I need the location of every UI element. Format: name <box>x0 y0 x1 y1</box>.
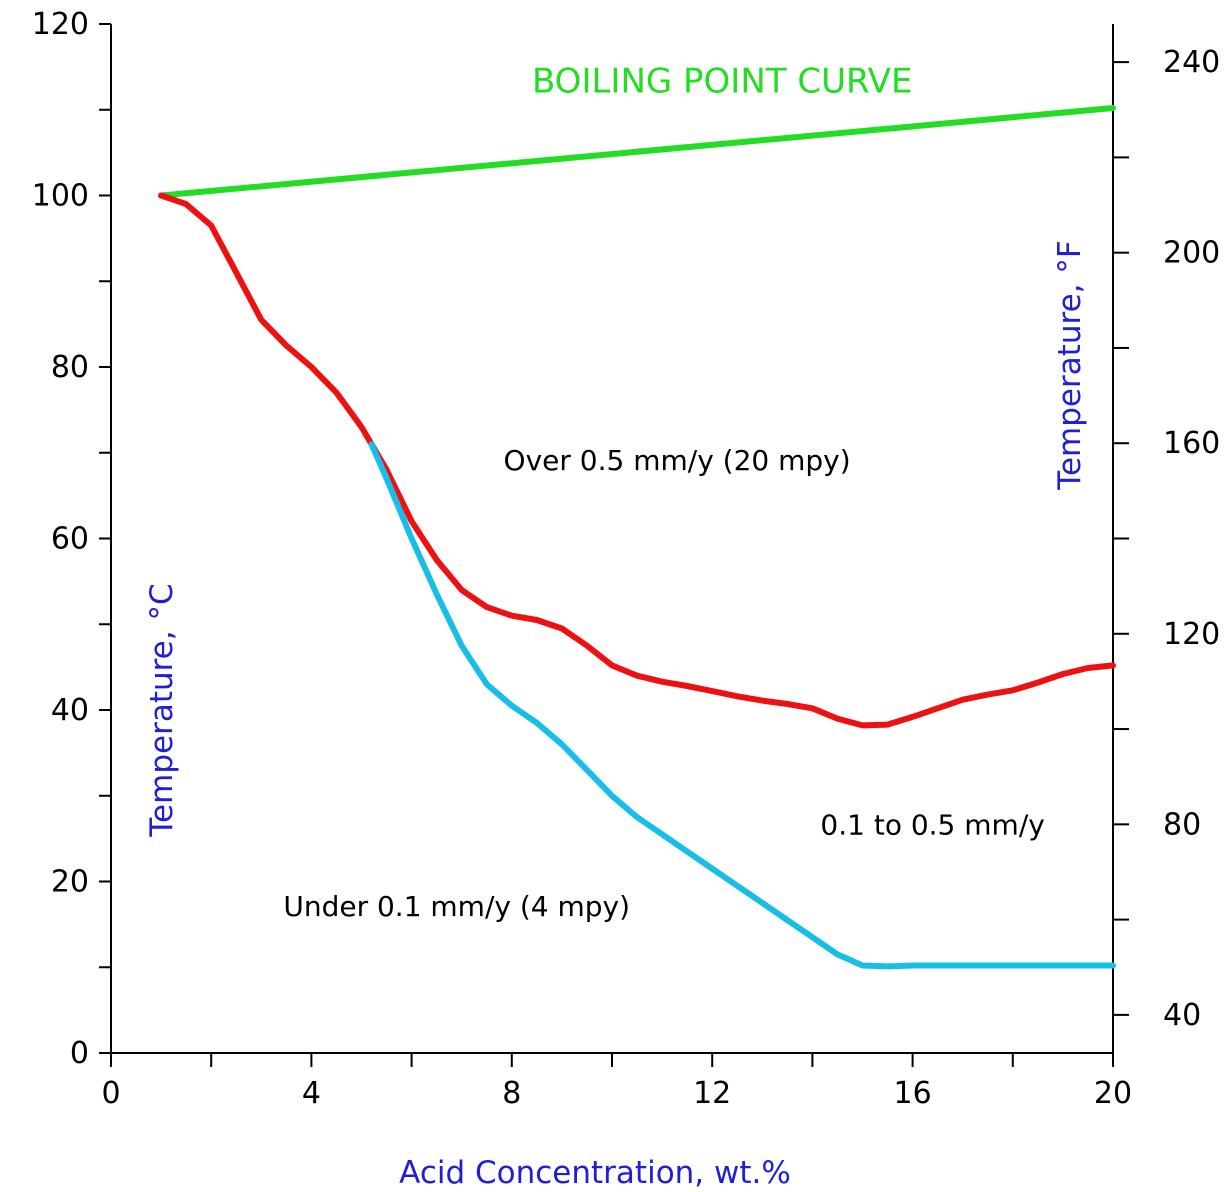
y-axis-title: Temperature, °C <box>144 583 180 837</box>
series-group <box>158 105 1116 970</box>
x-tick-label: 8 <box>502 1076 521 1111</box>
y2-axis-title: Temperature, °F <box>1052 240 1088 490</box>
region-label: Over 0.5 mm/y (20 mpy) <box>504 444 851 477</box>
x-tick-label: 20 <box>1094 1076 1132 1111</box>
y-tick-label: 40 <box>51 693 89 728</box>
y2-tick-label: 80 <box>1163 807 1201 842</box>
x-axis-title: Acid Concentration, wt.% <box>399 1155 791 1191</box>
x-tick-label: 16 <box>894 1076 932 1111</box>
boiling-point-curve-line <box>158 105 1116 199</box>
boiling-point-curve-label: BOILING POINT CURVE <box>532 62 913 102</box>
region-label: 0.1 to 0.5 mm/y <box>820 808 1044 841</box>
annotations-group: BOILING POINT CURVE Over 0.5 mm/y (20 mpy… <box>283 62 1045 923</box>
y2-tick-label: 40 <box>1163 998 1201 1033</box>
y2-tick-label: 120 <box>1163 617 1220 652</box>
y-tick-label: 60 <box>51 522 89 557</box>
y-tick-label: 20 <box>51 865 89 900</box>
y-tick-label: 100 <box>32 179 89 214</box>
x-tick-label: 0 <box>101 1076 120 1111</box>
corrosion-boundary-blue-line <box>368 441 1116 970</box>
y2-tick-label: 240 <box>1163 45 1220 80</box>
x-tick-label: 12 <box>693 1076 731 1111</box>
y2-tick-label: 200 <box>1163 236 1220 271</box>
region-label: Under 0.1 mm/y (4 mpy) <box>283 890 630 923</box>
y-tick-label: 0 <box>70 1036 89 1071</box>
y2-tick-label: 160 <box>1163 426 1220 461</box>
x-tick-label: 4 <box>302 1076 321 1111</box>
corrosion-boundary-red-line <box>158 192 1116 729</box>
y-tick-label: 80 <box>51 350 89 385</box>
y-tick-label: 120 <box>32 7 89 42</box>
ticks-group: 0 20 40 60 80 100 120 0 4 8 12 16 20 40 80 120 160 200 240 <box>32 7 1221 1111</box>
